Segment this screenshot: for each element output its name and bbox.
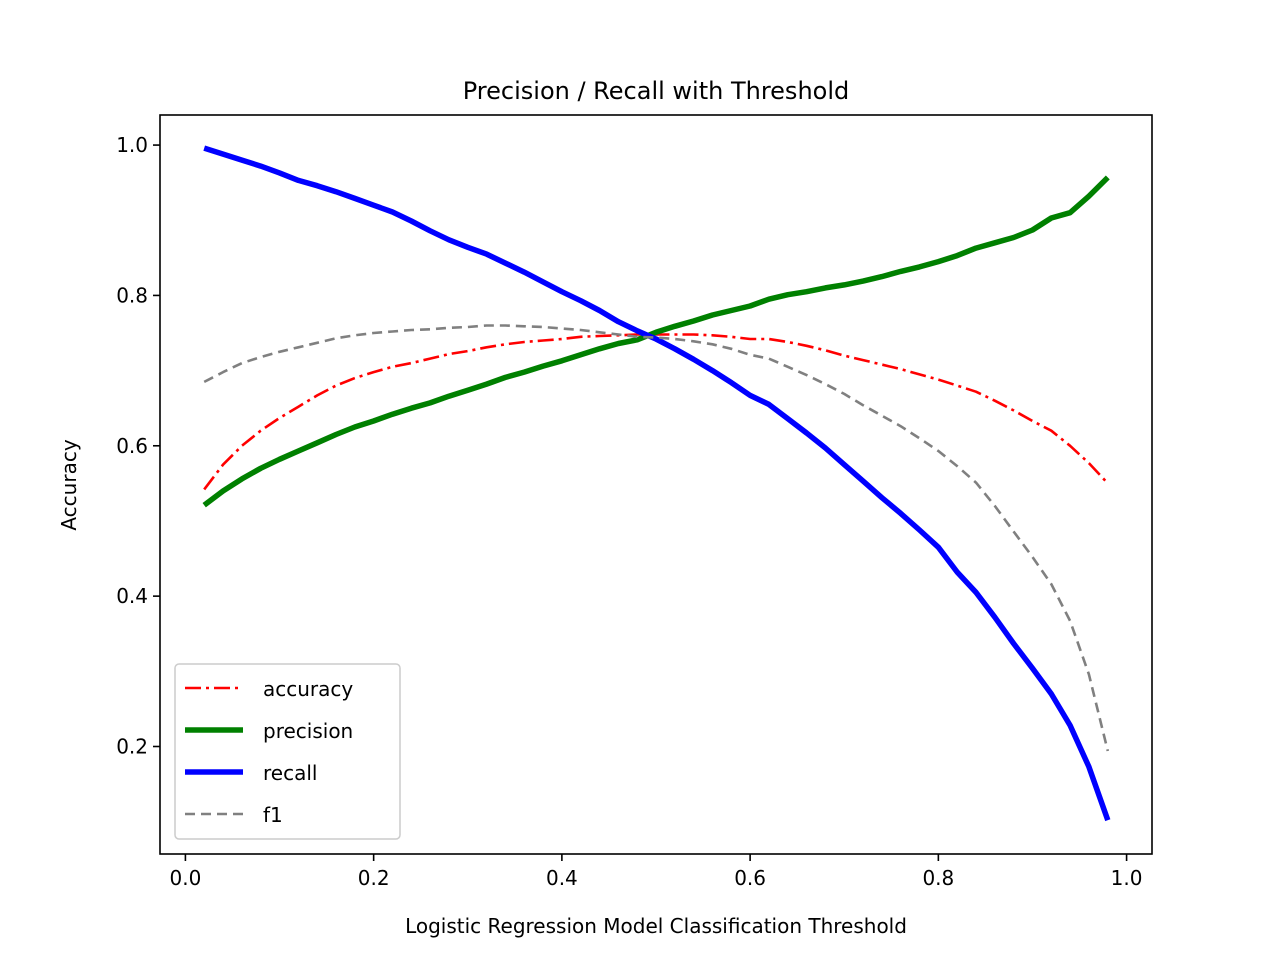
series-line-precision <box>202 175 1110 508</box>
y-axis-label: Accuracy <box>57 439 81 530</box>
legend-box <box>174 663 401 840</box>
legend-label-accuracy: accuracy <box>263 677 353 701</box>
legend-label-recall: recall <box>263 761 317 785</box>
x-tick-label: 0.8 <box>922 866 954 890</box>
y-axis-ticks: 0.2 0.4 0.6 0.8 1.0 <box>116 133 160 758</box>
x-tick-label: 0.2 <box>358 866 390 890</box>
chart-title: Precision / Recall with Threshold <box>463 77 849 105</box>
plot-frame <box>159 114 1153 855</box>
legend: accuracy precision recall f1 <box>174 663 401 840</box>
x-tick-label: 1.0 <box>1111 866 1143 890</box>
y-tick-label: 1.0 <box>116 133 148 157</box>
legend-label-f1: f1 <box>263 803 283 827</box>
x-tick-label: 0.6 <box>734 866 766 890</box>
x-tick-label: 0.0 <box>170 866 202 890</box>
y-tick-label: 0.8 <box>116 283 148 307</box>
x-tick-label: 0.4 <box>546 866 578 890</box>
series-line-f1 <box>203 324 1110 752</box>
legend-label-precision: precision <box>263 719 353 743</box>
series-line-recall <box>203 145 1111 822</box>
series-line-accuracy <box>203 333 1109 491</box>
plot-lines <box>202 145 1111 822</box>
x-axis-label: Logistic Regression Model Classification… <box>405 914 907 938</box>
y-tick-label: 0.2 <box>116 734 148 758</box>
x-axis-ticks: 0.0 0.2 0.4 0.6 0.8 1.0 <box>170 854 1143 890</box>
y-tick-label: 0.4 <box>116 584 148 608</box>
y-tick-label: 0.6 <box>116 434 148 458</box>
